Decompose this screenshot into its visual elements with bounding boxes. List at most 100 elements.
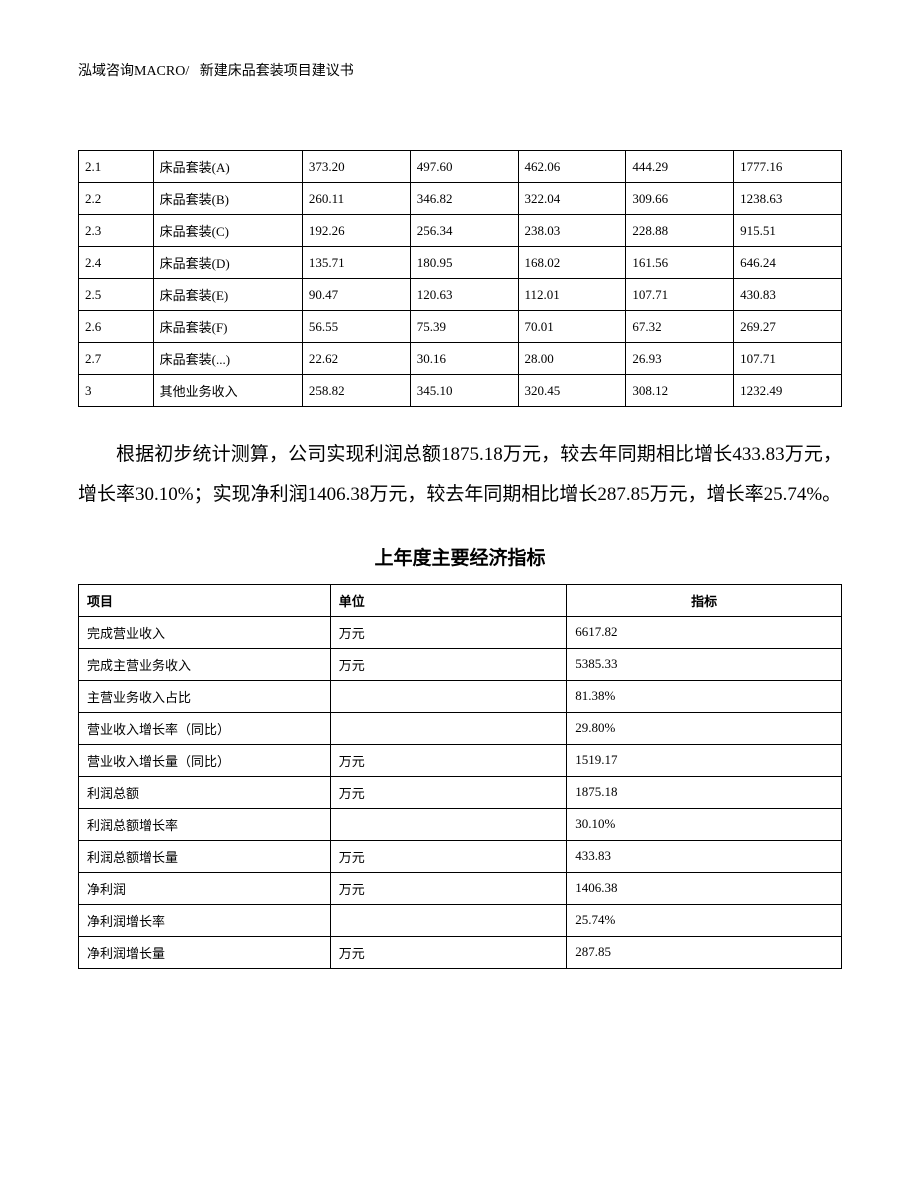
table-row: 利润总额 万元 1875.18 [79,776,842,808]
cell [330,904,567,936]
cell: 70.01 [518,311,626,343]
cell: 1232.49 [734,375,842,407]
cell [330,808,567,840]
cell: 345.10 [410,375,518,407]
cell: 5385.33 [567,648,842,680]
cell: 25.74% [567,904,842,936]
cell: 完成营业收入 [79,616,331,648]
table-row: 2.2 床品套装(B) 260.11 346.82 322.04 309.66 … [79,183,842,215]
cell: 净利润增长率 [79,904,331,936]
table-row: 主营业务收入占比 81.38% [79,680,842,712]
cell: 915.51 [734,215,842,247]
cell: 2.3 [79,215,154,247]
header-cell: 项目 [79,584,331,616]
cell: 2.1 [79,151,154,183]
header-cell: 单位 [330,584,567,616]
cell: 462.06 [518,151,626,183]
cell: 利润总额 [79,776,331,808]
table-row: 净利润增长量 万元 287.85 [79,936,842,968]
cell: 373.20 [302,151,410,183]
cell: 260.11 [302,183,410,215]
table-row: 利润总额增长率 30.10% [79,808,842,840]
cell [330,680,567,712]
section-title: 上年度主要经济指标 [78,543,842,570]
cell: 29.80% [567,712,842,744]
cell: 2.6 [79,311,154,343]
table-row: 2.6 床品套装(F) 56.55 75.39 70.01 67.32 269.… [79,311,842,343]
cell: 床品套装(E) [153,279,302,311]
table-row: 2.5 床品套装(E) 90.47 120.63 112.01 107.71 4… [79,279,842,311]
cell: 床品套装(F) [153,311,302,343]
cell [330,712,567,744]
cell: 1875.18 [567,776,842,808]
cell: 2.7 [79,343,154,375]
table-header-row: 项目 单位 指标 [79,584,842,616]
cell: 净利润 [79,872,331,904]
summary-paragraph: 根据初步统计测算，公司实现利润总额1875.18万元，较去年同期相比增长433.… [78,435,842,515]
cell: 433.83 [567,840,842,872]
header-right: 新建床品套装项目建议书 [200,64,354,79]
cell: 75.39 [410,311,518,343]
cell: 万元 [330,872,567,904]
economic-indicators-table: 项目 单位 指标 完成营业收入 万元 6617.82 完成主营业务收入 万元 5… [78,584,842,969]
cell: 135.71 [302,247,410,279]
cell: 238.03 [518,215,626,247]
cell: 1238.63 [734,183,842,215]
table-row: 净利润 万元 1406.38 [79,872,842,904]
cell: 269.27 [734,311,842,343]
cell: 320.45 [518,375,626,407]
cell: 309.66 [626,183,734,215]
cell: 81.38% [567,680,842,712]
table-row: 完成主营业务收入 万元 5385.33 [79,648,842,680]
cell: 430.83 [734,279,842,311]
table-row: 3 其他业务收入 258.82 345.10 320.45 308.12 123… [79,375,842,407]
cell: 161.56 [626,247,734,279]
cell: 26.93 [626,343,734,375]
table-row: 2.1 床品套装(A) 373.20 497.60 462.06 444.29 … [79,151,842,183]
cell: 120.63 [410,279,518,311]
cell: 168.02 [518,247,626,279]
cell: 营业收入增长率（同比） [79,712,331,744]
table-row: 净利润增长率 25.74% [79,904,842,936]
cell: 利润总额增长量 [79,840,331,872]
cell: 2.5 [79,279,154,311]
cell: 180.95 [410,247,518,279]
cell: 万元 [330,840,567,872]
cell: 净利润增长量 [79,936,331,968]
cell: 营业收入增长量（同比） [79,744,331,776]
cell: 444.29 [626,151,734,183]
cell: 256.34 [410,215,518,247]
cell: 床品套装(D) [153,247,302,279]
cell: 1519.17 [567,744,842,776]
table-row: 2.4 床品套装(D) 135.71 180.95 168.02 161.56 … [79,247,842,279]
cell: 112.01 [518,279,626,311]
cell: 其他业务收入 [153,375,302,407]
cell: 完成主营业务收入 [79,648,331,680]
cell: 万元 [330,648,567,680]
cell: 56.55 [302,311,410,343]
table-row: 完成营业收入 万元 6617.82 [79,616,842,648]
cell: 1777.16 [734,151,842,183]
cell: 107.71 [626,279,734,311]
cell: 646.24 [734,247,842,279]
table-row: 营业收入增长率（同比） 29.80% [79,712,842,744]
cell: 2.2 [79,183,154,215]
cell: 万元 [330,616,567,648]
cell: 287.85 [567,936,842,968]
header-cell: 指标 [567,584,842,616]
cell: 308.12 [626,375,734,407]
page-header: 泓域咨询MACRO/ 新建床品套装项目建议书 [78,60,842,80]
cell: 主营业务收入占比 [79,680,331,712]
cell: 3 [79,375,154,407]
cell: 90.47 [302,279,410,311]
cell: 床品套装(C) [153,215,302,247]
cell: 床品套装(A) [153,151,302,183]
cell: 利润总额增长率 [79,808,331,840]
header-left: 泓域咨询MACRO/ [78,64,189,79]
cell: 万元 [330,936,567,968]
cell: 万元 [330,776,567,808]
cell: 6617.82 [567,616,842,648]
cell: 258.82 [302,375,410,407]
cell: 67.32 [626,311,734,343]
cell: 497.60 [410,151,518,183]
